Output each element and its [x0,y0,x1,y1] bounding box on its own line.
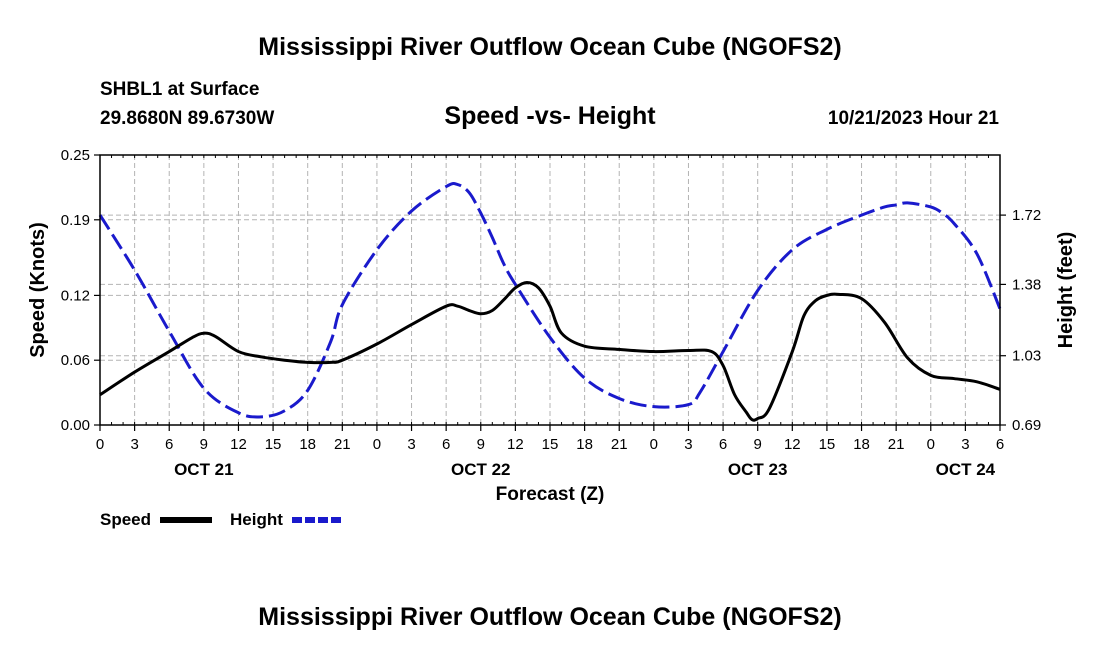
chart-subtitle: Speed -vs- Height [444,102,656,130]
y-tick-label: 0.00 [61,417,90,434]
x-tick-label: 0 [927,436,935,453]
station-coords: 29.8680N 89.6730W [100,108,274,129]
x-tick-label: 0 [650,436,658,453]
x-tick-label: 15 [542,436,559,453]
x-date-label: OCT 22 [451,460,511,479]
y-axis-label: Speed (Knots) [27,222,49,358]
x-tick-label: 18 [299,436,316,453]
series-height-line [98,182,1002,419]
x-tick-label: 12 [230,436,247,453]
footer-title: Mississippi River Outflow Ocean Cube (NG… [258,603,841,631]
x-tick-label: 12 [784,436,801,453]
y2-tick-label: 1.03 [1012,348,1041,365]
plot-lines [98,182,1002,422]
series-speed-line [99,280,1001,422]
x-tick-label: 15 [265,436,282,453]
x-tick-label: 6 [442,436,450,453]
x-tick-label: 0 [96,436,104,453]
station-label: SHBL1 at Surface [100,79,259,100]
x-tick-label: 6 [165,436,173,453]
x-date-label: OCT 24 [936,460,996,479]
x-tick-label: 12 [507,436,524,453]
x-tick-label: 9 [477,436,485,453]
grid [99,154,1001,426]
x-date-label: OCT 21 [174,460,234,479]
x-tick-label: 18 [576,436,593,453]
x-tick-label: 15 [819,436,836,453]
axes: 0 3 6 9 12 15 18 21 0 3 6 9 12 15 18 21 0 3 6 9 12 15 18 21 0 3 6O… [61,147,1041,479]
x-tick-label: 9 [754,436,762,453]
page-title: Mississippi River Outflow Ocean Cube (NG… [258,33,841,61]
x-tick-label: 18 [853,436,870,453]
y-tick-label: 0.25 [61,147,90,164]
y2-axis-label: Height (feet) [1055,232,1077,349]
x-date-label: OCT 23 [728,460,788,479]
x-tick-label: 21 [334,436,351,453]
x-tick-label: 9 [200,436,208,453]
y-tick-label: 0.19 [61,212,90,229]
x-tick-label: 21 [888,436,905,453]
x-tick-label: 3 [130,436,138,453]
x-tick-label: 6 [719,436,727,453]
legend: Speed Height [100,510,343,529]
x-tick-label: 3 [684,436,692,453]
y2-tick-label: 1.72 [1012,207,1041,224]
legend-speed-label: Speed [100,510,151,529]
x-tick-label: 3 [407,436,415,453]
x-tick-label: 21 [611,436,628,453]
x-tick-label: 0 [373,436,381,453]
x-tick-label: 6 [996,436,1004,453]
forecast-datetime: 10/21/2023 Hour 21 [828,108,1000,129]
y-tick-label: 0.06 [61,352,90,369]
x-axis-label: Forecast (Z) [496,484,605,505]
y-tick-label: 0.12 [61,287,90,304]
x-tick-label: 3 [961,436,969,453]
y2-tick-label: 0.69 [1012,417,1041,434]
legend-height-label: Height [230,510,283,529]
y2-tick-label: 1.38 [1012,276,1041,293]
